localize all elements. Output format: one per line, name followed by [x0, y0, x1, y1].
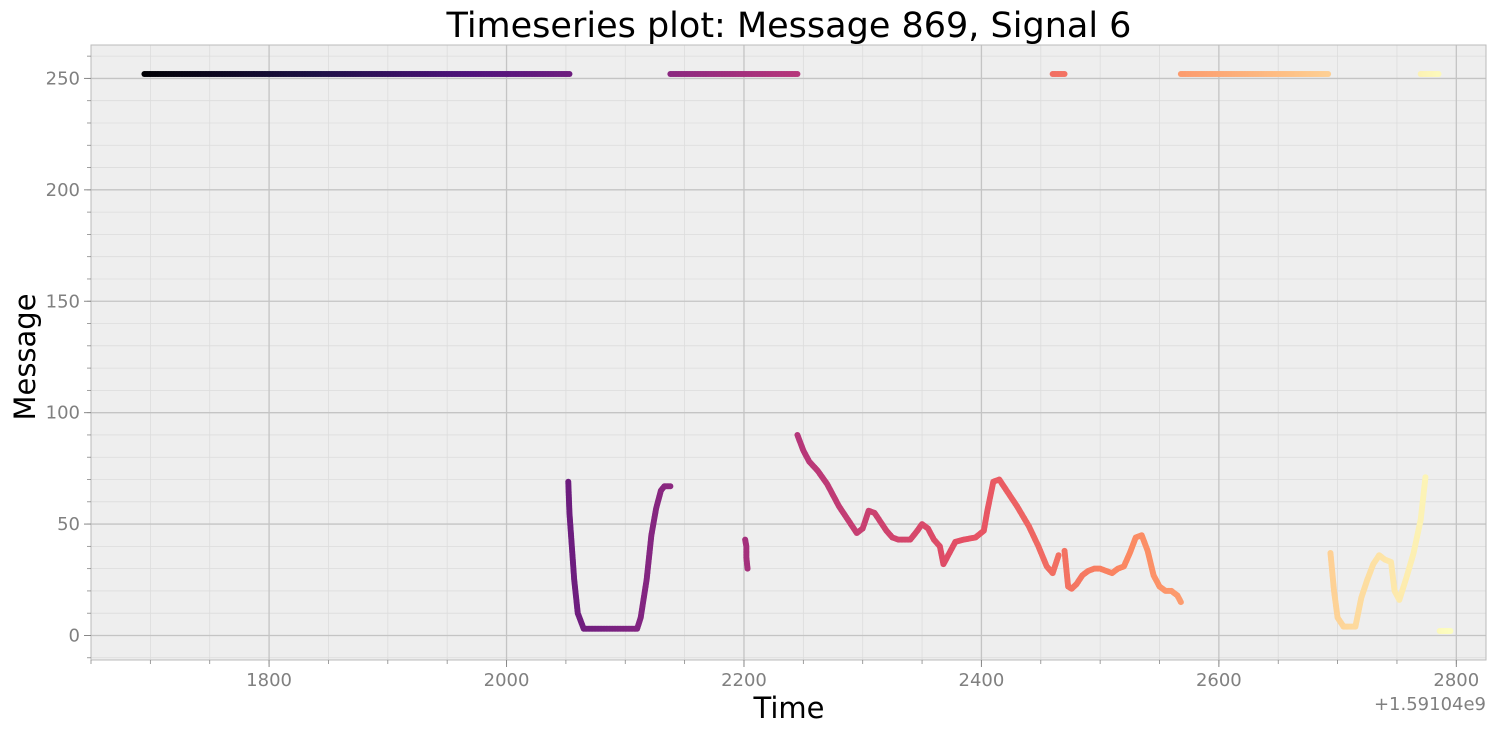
data-point	[1422, 474, 1429, 481]
data-point	[794, 70, 801, 77]
data-point	[744, 565, 751, 572]
y-axis-label: Message	[8, 293, 42, 420]
data-point	[1447, 628, 1454, 635]
y-tick-label: 50	[57, 514, 80, 535]
x-tick-label: 2400	[959, 670, 1005, 691]
plot-background	[91, 45, 1486, 660]
plot-frame	[90, 44, 1487, 661]
data-point	[1435, 70, 1442, 77]
x-tick-label: 2000	[484, 670, 530, 691]
series-top-252-c	[1049, 70, 1068, 77]
tick-labels: 1800 2000 2200 2400 2600 2800 0 50 100 150 200 250	[46, 68, 1480, 691]
major-grid	[91, 45, 1486, 660]
series-drop-flat-rise	[565, 478, 674, 632]
y-tick-label: 200	[46, 180, 80, 201]
data-point	[667, 483, 674, 490]
data-point	[566, 70, 573, 77]
x-tick-label: 2800	[1433, 670, 1479, 691]
series-top-252-b	[667, 70, 801, 77]
series-tail-low	[1436, 628, 1454, 635]
series-second-trace	[1061, 532, 1184, 606]
series-top-252-d	[1177, 70, 1332, 77]
series-main-trace	[794, 431, 1062, 577]
data-point	[1055, 552, 1062, 559]
axis-ticks	[84, 55, 1457, 667]
x-offset-label: +1.59104e9	[1374, 694, 1486, 715]
x-axis-label: Time	[753, 691, 825, 725]
data-points	[141, 70, 1454, 635]
x-tick-label: 2200	[721, 670, 767, 691]
series-short-segment	[742, 536, 751, 572]
y-tick-label: 150	[46, 291, 80, 312]
y-tick-label: 100	[46, 403, 80, 424]
y-tick-label: 250	[46, 68, 80, 89]
x-tick-label: 2600	[1196, 670, 1242, 691]
series-third-trace	[1327, 474, 1429, 630]
data-point	[1177, 599, 1184, 606]
x-tick-label: 1800	[246, 670, 292, 691]
chart-title: Timeseries plot: Message 869, Signal 6	[446, 6, 1132, 46]
data-point	[1061, 70, 1068, 77]
y-tick-label: 0	[69, 625, 80, 646]
series-top-252-e	[1417, 70, 1442, 77]
data-point	[1325, 70, 1332, 77]
series-top-252-a	[141, 70, 573, 77]
